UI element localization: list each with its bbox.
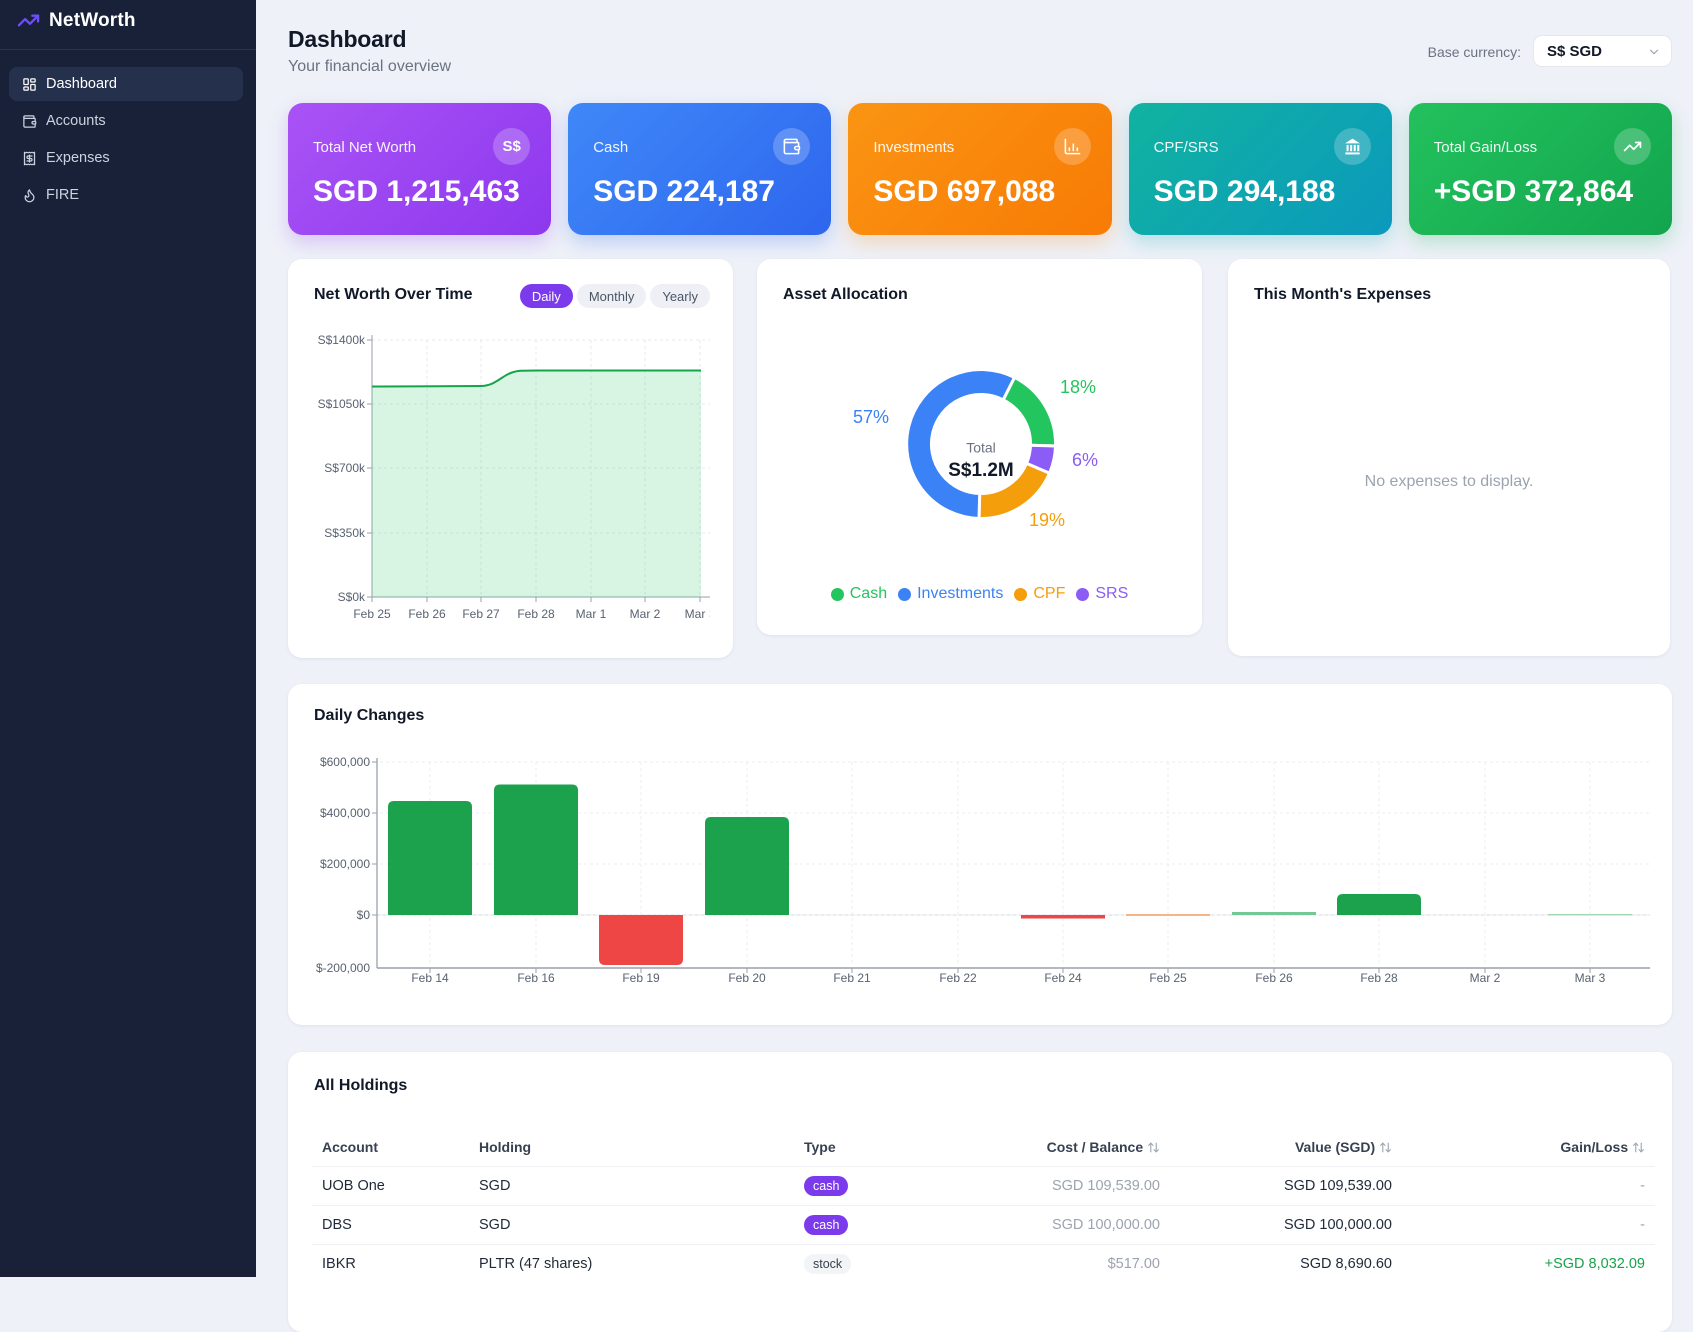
svg-text:Feb 20: Feb 20 [728,971,766,985]
svg-text:Feb 14: Feb 14 [411,971,449,985]
svg-text:$0: $0 [357,908,371,922]
svg-text:S$1400k: S$1400k [318,333,366,347]
svg-text:Feb 21: Feb 21 [833,971,871,985]
svg-text:S$350k: S$350k [324,526,366,540]
svg-text:Feb 26: Feb 26 [1255,971,1293,985]
svg-text:Feb 25: Feb 25 [353,607,391,621]
svg-text:Feb 24: Feb 24 [1044,971,1082,985]
svg-text:S$0k: S$0k [338,590,366,604]
svg-text:6%: 6% [1072,450,1098,470]
svg-text:Mar 2: Mar 2 [1470,971,1501,985]
svg-text:Feb 26: Feb 26 [408,607,446,621]
svg-text:19%: 19% [1029,510,1065,530]
svg-text:Feb 16: Feb 16 [517,971,555,985]
svg-text:57%: 57% [853,407,889,427]
svg-text:Feb 25: Feb 25 [1149,971,1187,985]
svg-text:Mar 3: Mar 3 [1575,971,1606,985]
svg-text:Feb 22: Feb 22 [939,971,977,985]
svg-text:Feb 28: Feb 28 [517,607,555,621]
svg-text:Mar 2: Mar 2 [630,607,661,621]
svg-text:S$1.2M: S$1.2M [948,460,1013,481]
svg-text:Mar 3: Mar 3 [685,607,716,621]
svg-text:Total: Total [966,440,996,456]
svg-text:S$1050k: S$1050k [318,397,366,411]
svg-text:Mar 1: Mar 1 [576,607,607,621]
svg-text:Feb 27: Feb 27 [462,607,500,621]
svg-text:S$700k: S$700k [324,461,366,475]
svg-text:Feb 28: Feb 28 [1360,971,1398,985]
svg-text:$600,000: $600,000 [320,755,370,769]
svg-text:$200,000: $200,000 [320,857,370,871]
svg-text:$-200,000: $-200,000 [316,961,370,975]
svg-text:18%: 18% [1060,377,1096,397]
svg-text:Feb 19: Feb 19 [622,971,660,985]
svg-text:$400,000: $400,000 [320,806,370,820]
